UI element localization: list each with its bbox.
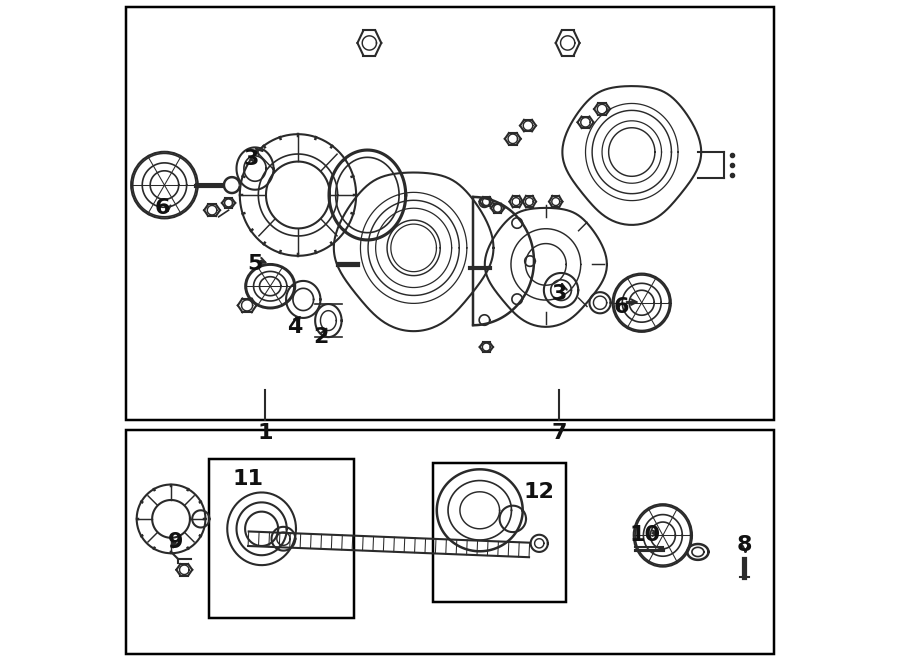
Text: 1: 1 xyxy=(257,423,273,443)
Text: 3: 3 xyxy=(552,284,567,304)
Text: 9: 9 xyxy=(168,532,184,552)
Bar xyxy=(126,7,774,420)
Text: 4: 4 xyxy=(287,317,302,337)
Text: 5: 5 xyxy=(248,254,263,274)
Text: 10: 10 xyxy=(629,525,661,545)
Bar xyxy=(434,463,566,602)
Text: 6: 6 xyxy=(155,198,170,218)
Bar xyxy=(126,430,774,654)
Text: 11: 11 xyxy=(233,469,264,489)
Text: 2: 2 xyxy=(313,327,328,347)
Text: 8: 8 xyxy=(736,535,752,555)
Bar xyxy=(209,459,355,618)
Text: 7: 7 xyxy=(552,423,567,443)
Text: 6: 6 xyxy=(614,297,630,317)
Text: 12: 12 xyxy=(524,483,554,502)
Text: 3: 3 xyxy=(244,149,259,169)
